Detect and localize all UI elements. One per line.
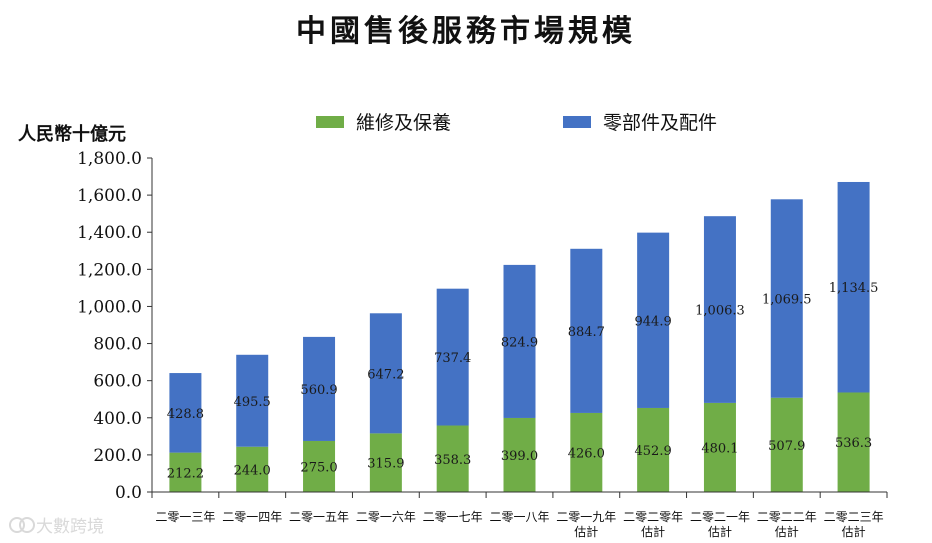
- bar-segment-parts: [169, 373, 202, 453]
- legend-label-parts: 零部件及配件: [603, 112, 718, 134]
- y-axis-ticks: 0.0 200.0 400.0 600.0 800.0 1,000.0 1,200.0 1,4…: [77, 149, 153, 503]
- data-label-repair: 315.9: [367, 457, 404, 472]
- data-label-parts: 944.9: [635, 314, 672, 329]
- data-label-parts: 428.8: [167, 407, 204, 422]
- x-tick-label: 二零二零年: [623, 510, 683, 524]
- bar-segment-parts: [837, 181, 870, 393]
- watermark: 大數跨境: [8, 512, 104, 537]
- bar-segment-parts: [436, 288, 469, 426]
- y-tick-label: 800.0: [93, 335, 142, 355]
- x-tick-label: 估計: [641, 524, 665, 539]
- x-tick-label: 估計: [842, 524, 866, 539]
- bar-segment-repair: [436, 425, 469, 492]
- bar-segment-parts: [570, 248, 603, 413]
- bar-segment-parts: [503, 264, 536, 418]
- watermark-logo-icon: [9, 516, 35, 533]
- legend-item-repair: 維修及保養: [316, 108, 451, 135]
- data-label-parts: 824.9: [501, 335, 538, 350]
- bar-segment-repair: [169, 452, 202, 492]
- bar-segment-repair: [770, 397, 803, 492]
- x-tick-label: 二零二三年: [824, 510, 884, 524]
- data-label-repair: 426.0: [568, 446, 605, 461]
- x-tick-label: 二零一八年: [489, 510, 549, 524]
- chart-legend: 維修及保養 零部件及配件: [0, 108, 932, 135]
- x-tick-label: 估計: [775, 524, 799, 539]
- data-label-parts: 495.5: [234, 395, 271, 410]
- bar-segment-repair: [503, 417, 536, 492]
- data-label-repair: 244.0: [234, 463, 271, 478]
- y-tick-label: 1,600.0: [77, 186, 142, 206]
- bar-segment-repair: [303, 440, 336, 492]
- x-axis-ticks: 二零一三年 二零一四年 二零一五年 二零一六年 二零一七年 二零一八年 二零一九年估計二零二…: [151, 491, 888, 539]
- data-label-parts: 1,069.5: [762, 293, 812, 308]
- x-tick-label: 二零二一年: [690, 510, 750, 524]
- data-label-parts: 647.2: [367, 367, 404, 382]
- x-tick-label: 二零一三年: [155, 510, 215, 524]
- bar-segment-repair: [703, 402, 736, 492]
- legend-swatch-parts: [563, 115, 591, 128]
- data-label-repair: 536.3: [835, 436, 872, 451]
- x-tick-label: 二零二二年: [757, 510, 817, 524]
- bar-segment-parts: [303, 336, 336, 441]
- bar-segment-repair: [637, 407, 670, 492]
- y-tick-label: 0.0: [115, 483, 142, 503]
- legend-item-parts: 零部件及配件: [563, 108, 717, 135]
- data-label-repair: 212.2: [167, 466, 204, 481]
- x-tick-label: 二零一六年: [356, 510, 416, 524]
- bar-segment-parts: [637, 232, 670, 408]
- x-tick-label: 估計: [574, 524, 598, 539]
- bar-segment-parts: [770, 199, 803, 398]
- y-axis-unit-label: 人民幣十億元: [18, 124, 126, 145]
- y-tick-label: 1,400.0: [77, 223, 142, 243]
- bar-segment-repair: [369, 433, 402, 492]
- y-tick-label: 1,800.0: [77, 149, 142, 169]
- data-label-parts: 737.4: [434, 351, 471, 366]
- bar-segment-parts: [236, 354, 269, 447]
- data-label-repair: 358.3: [434, 453, 471, 468]
- bar-segment-parts: [369, 313, 402, 434]
- y-tick-label: 400.0: [93, 409, 142, 429]
- data-label-parts: 884.7: [568, 325, 605, 340]
- legend-swatch-repair: [316, 115, 344, 128]
- y-tick-label: 200.0: [93, 446, 142, 466]
- x-tick-label: 二零一七年: [423, 510, 483, 524]
- bar-segment-repair: [236, 446, 269, 492]
- y-tick-label: 1,000.0: [77, 297, 142, 317]
- data-label-repair: 480.1: [701, 441, 738, 456]
- data-label-parts: 1,006.3: [695, 304, 745, 319]
- x-tick-label: 二零一九年: [556, 510, 616, 524]
- x-tick-label: 二零一五年: [289, 510, 349, 524]
- chart-title: 中國售後服務市場規模: [296, 14, 636, 49]
- y-tick-label: 1,200.0: [77, 260, 142, 280]
- data-label-repair: 507.9: [768, 439, 805, 454]
- data-label-parts: 1,134.5: [829, 281, 879, 296]
- watermark-text: 大數跨境: [36, 517, 104, 537]
- bars: 212.2 428.8 244.0 495.5 275.0 560.9 315.9 647.2…: [167, 181, 879, 492]
- y-tick-label: 600.0: [93, 372, 142, 392]
- data-label-repair: 399.0: [501, 449, 538, 464]
- data-label-repair: 452.9: [635, 444, 672, 459]
- data-label-parts: 560.9: [300, 383, 337, 398]
- bar-segment-repair: [570, 412, 603, 492]
- x-tick-label: 估計: [708, 524, 732, 539]
- bar-segment-parts: [703, 216, 736, 403]
- legend-label-repair: 維修及保養: [356, 112, 452, 134]
- x-tick-label: 二零一四年: [222, 510, 282, 524]
- data-label-repair: 275.0: [300, 460, 337, 475]
- bar-segment-repair: [837, 392, 870, 492]
